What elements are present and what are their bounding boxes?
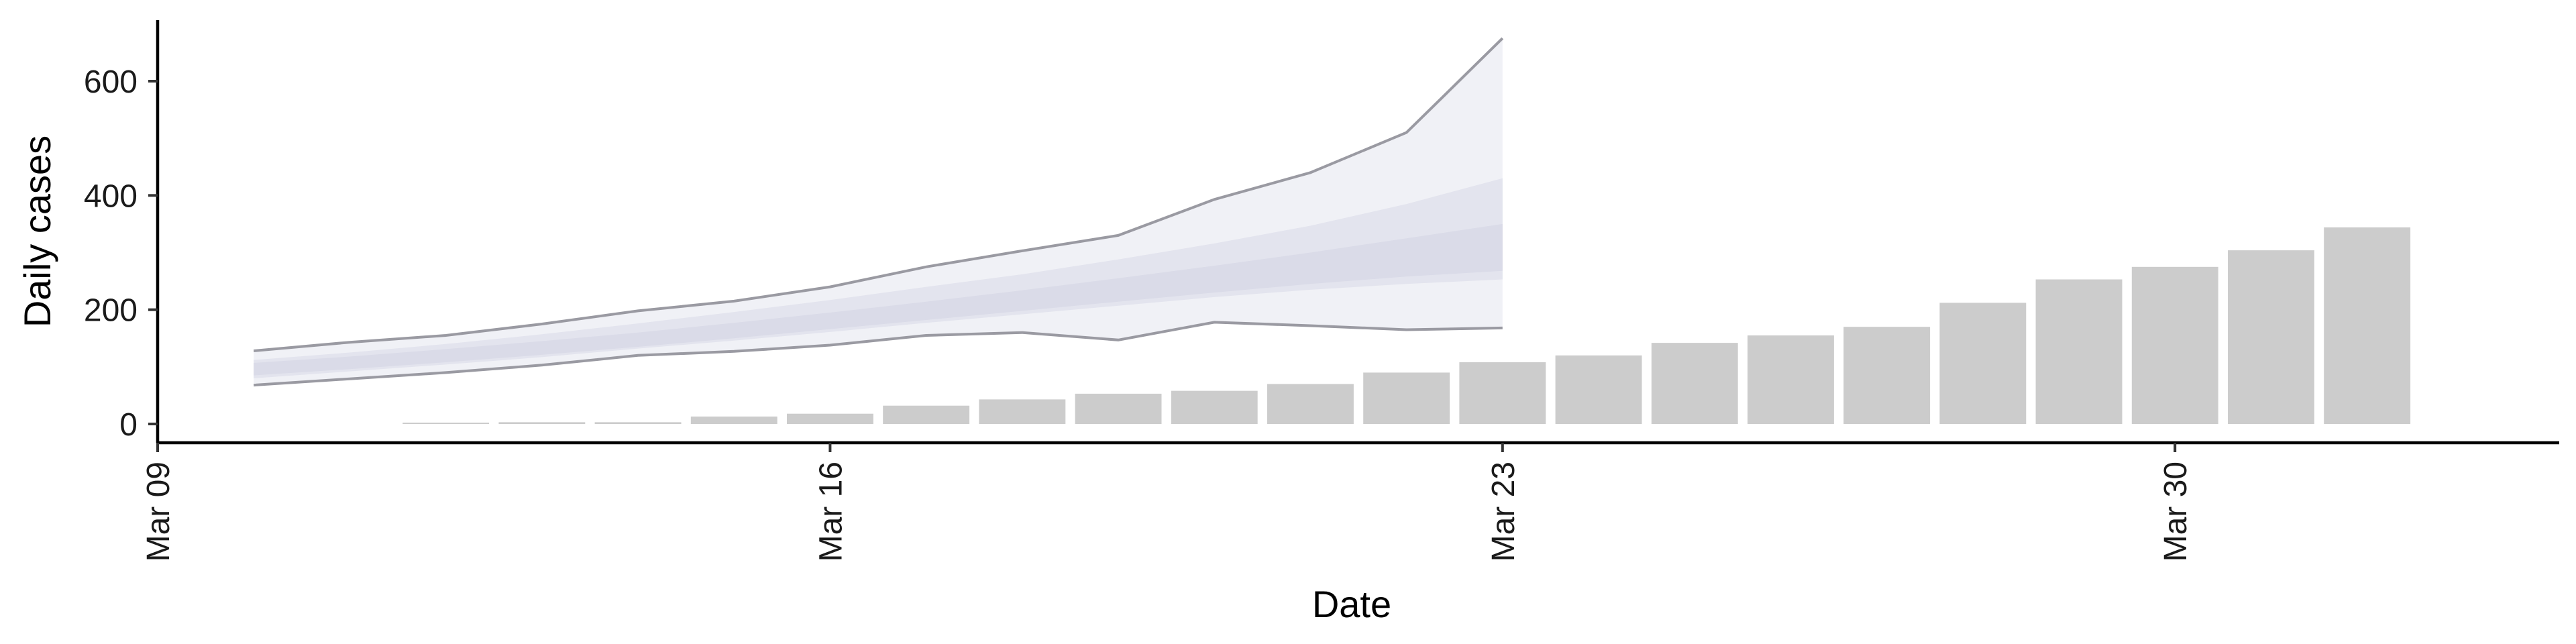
- bar: [1171, 390, 1258, 424]
- axis-layer: 0 200 400 600 Mar 09 Mar 16 Mar 23 Mar 30: [84, 20, 2559, 561]
- bar: [787, 413, 873, 424]
- bar: [402, 423, 490, 424]
- y-tick-label: 400: [84, 178, 138, 214]
- bar: [1459, 362, 1546, 424]
- bar: [1939, 303, 2027, 424]
- forecast-ribbon-layer: [254, 37, 1504, 387]
- y-tick-label: 600: [84, 64, 138, 100]
- y-tick-label: 200: [84, 293, 138, 329]
- x-tick-label: Mar 16: [813, 462, 849, 561]
- bar-layer: [402, 227, 2411, 424]
- bar: [1267, 384, 1354, 424]
- bar: [1555, 355, 1642, 424]
- forecast-band-outer: [254, 38, 1503, 386]
- bar: [883, 405, 970, 424]
- y-tick-label: 0: [119, 407, 138, 443]
- x-tick-label: Mar 09: [141, 462, 176, 561]
- bar: [1075, 393, 1162, 424]
- bar: [2035, 279, 2123, 424]
- bar: [2228, 250, 2314, 424]
- x-axis-title: Date: [1312, 583, 1391, 625]
- bar: [1748, 335, 1834, 424]
- bar: [594, 422, 682, 424]
- bar: [1363, 372, 1450, 424]
- bar: [498, 422, 586, 424]
- bar: [2131, 266, 2218, 424]
- bar: [1843, 327, 1931, 424]
- x-tick-label: Mar 23: [1486, 462, 1521, 561]
- forecast-upper-line: [254, 37, 1504, 352]
- y-axis-title: Daily cases: [16, 136, 58, 327]
- bar: [690, 416, 777, 424]
- bar: [1651, 343, 1738, 424]
- x-tick-label: Mar 30: [2158, 462, 2194, 561]
- forecast-lower-line: [254, 321, 1503, 387]
- bar: [979, 399, 1066, 424]
- bar: [2324, 227, 2411, 424]
- forecast-band-inner: [254, 223, 1503, 376]
